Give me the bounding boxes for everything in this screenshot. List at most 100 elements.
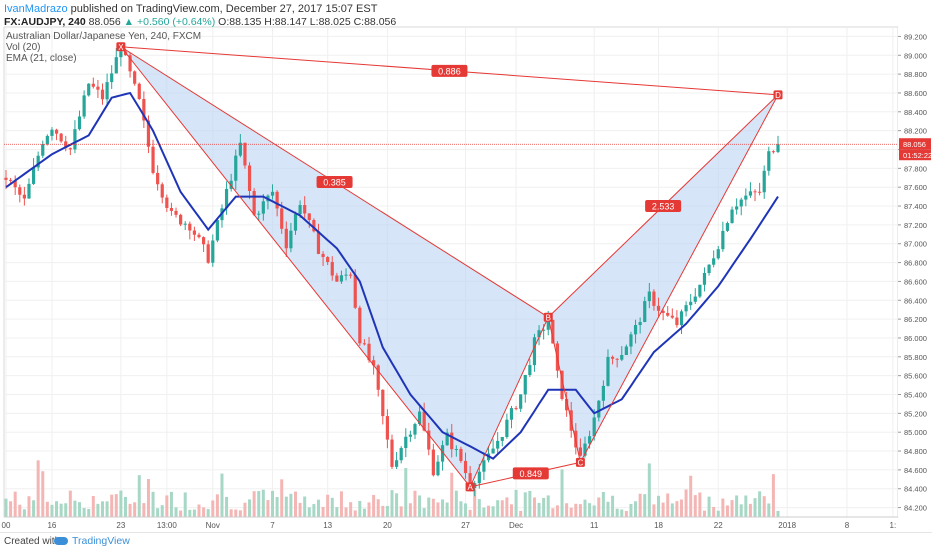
candle-up: [542, 329, 546, 331]
candle-up: [289, 230, 293, 249]
volume-bar: [748, 503, 752, 517]
symbol-label[interactable]: FX:AUDJPY, 240: [4, 16, 86, 28]
volume-bar: [174, 507, 178, 517]
candle-down: [468, 473, 472, 489]
candle-down: [758, 191, 762, 193]
volume-bar: [307, 507, 311, 517]
volume-bars: [4, 460, 780, 517]
candle-down: [353, 275, 357, 308]
candle-up: [537, 330, 541, 338]
candle-up: [417, 411, 422, 425]
candle-up: [698, 284, 702, 297]
volume-bar: [450, 472, 454, 517]
volume-bar: [73, 500, 77, 517]
time-axis[interactable]: 00 16 23 13:00 Nov 7 13 20 27 Dec 11 18 22 2018 8 1:: [2, 516, 898, 530]
volume-bar: [542, 497, 546, 517]
candle-up: [643, 301, 647, 323]
volume-bar: [248, 499, 252, 517]
candle-up: [413, 424, 417, 435]
time-tick-label: 11: [590, 521, 599, 530]
price-tick-label: 86.800: [904, 259, 927, 268]
publish-line: IvanMadrazo published on TradingView.com…: [4, 3, 377, 15]
volume-bar: [229, 509, 233, 517]
candle-up: [293, 214, 298, 231]
pattern-point-label: X: [118, 43, 124, 52]
author-link[interactable]: IvanMadrazo: [4, 3, 68, 15]
volume-bar: [64, 503, 68, 517]
candle-up: [583, 443, 587, 456]
symbol-line: FX:AUDJPY, 240 88.056 ▲ +0.560 (+0.64%) …: [4, 16, 396, 28]
legend-ema[interactable]: EMA (21, close): [6, 53, 77, 64]
cloud-icon: [54, 537, 68, 546]
price-tick-label: 84.400: [904, 485, 927, 494]
volume-bar: [477, 499, 481, 517]
candle-down: [610, 356, 615, 359]
volume-bar: [716, 510, 720, 517]
volume-bar: [693, 495, 697, 517]
volume-bar: [496, 500, 500, 517]
volume-bar: [220, 473, 224, 517]
volume-bar: [459, 501, 463, 517]
legend-instrument[interactable]: Australian Dollar/Japanese Yen, 240, FXC…: [6, 31, 202, 42]
candle-up: [211, 240, 215, 263]
candle-down: [656, 305, 661, 311]
volume-bar: [427, 497, 431, 517]
volume-bar: [271, 490, 275, 517]
candle-down: [275, 191, 279, 209]
volume-bar: [110, 494, 114, 517]
candle-down: [169, 207, 174, 211]
countdown-label: 01:52:22: [903, 151, 932, 160]
candle-up: [270, 191, 275, 196]
brand-label: TradingView: [72, 535, 130, 547]
candle-down: [463, 460, 468, 474]
volume-bar: [601, 491, 605, 517]
tradingview-logo[interactable]: TradingView: [54, 535, 130, 547]
volume-bar: [128, 503, 132, 517]
volume-bar: [620, 509, 624, 517]
candle-up: [224, 188, 229, 209]
price-axis[interactable]: 89.200 89.000 88.800 88.600 88.400 88.200 88.0…: [898, 27, 932, 517]
candle-up: [339, 275, 344, 282]
volume-bar: [339, 491, 343, 517]
legend-volume[interactable]: Vol (20): [6, 42, 41, 53]
candle-up: [601, 385, 605, 401]
candle-up: [509, 408, 514, 420]
candle-up: [689, 301, 693, 306]
volume-bar: [436, 502, 440, 517]
volume-bar: [160, 505, 164, 517]
volume-bar: [225, 496, 229, 517]
candle-up: [45, 135, 49, 145]
candle-down: [22, 194, 26, 199]
candle-up: [399, 448, 403, 461]
volume-bar: [179, 510, 183, 517]
candle-down: [381, 389, 385, 417]
candle-down: [675, 317, 679, 326]
price-tick-label: 87.000: [904, 240, 927, 249]
volume-bar: [712, 506, 716, 517]
candle-up: [261, 201, 265, 214]
candle-up: [27, 183, 31, 199]
candle-up: [491, 448, 495, 454]
volume-bar: [431, 498, 435, 517]
candle-down: [197, 234, 201, 238]
volume-bar: [666, 493, 670, 517]
volume-bar: [82, 508, 86, 517]
volume-bar: [505, 497, 509, 517]
price-tick-label: 87.600: [904, 183, 927, 192]
price-tick-label: 85.200: [904, 409, 927, 418]
candle-down: [54, 129, 59, 134]
candle-up: [440, 445, 445, 462]
candle-up: [624, 346, 628, 355]
volume-bar: [689, 475, 693, 517]
volume-bar: [252, 491, 256, 517]
candle-up: [505, 419, 509, 438]
candle-down: [330, 262, 334, 276]
price-tick-label: 86.400: [904, 296, 927, 305]
bcd-triangle: [548, 94, 778, 463]
candle-down: [165, 197, 169, 208]
candle-down: [68, 148, 72, 150]
pattern-point-marker: [543, 312, 553, 322]
ratio-label: 0.886: [438, 66, 461, 76]
